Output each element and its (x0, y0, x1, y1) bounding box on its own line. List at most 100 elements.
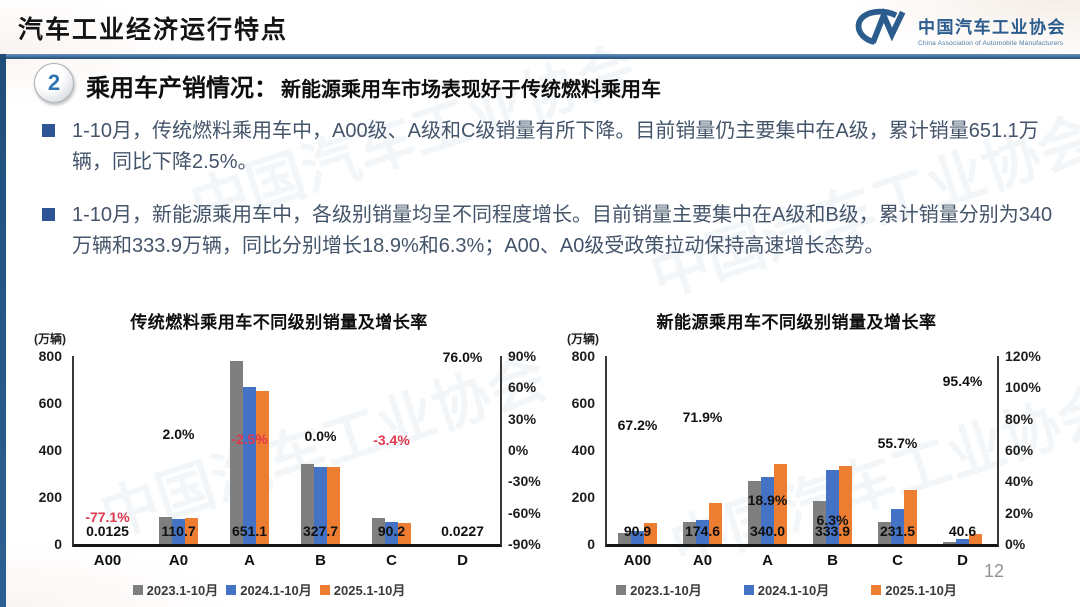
bar-value-label: 231.5 (879, 523, 916, 539)
growth-rate-label: 6.3% (816, 512, 849, 529)
bar (301, 463, 314, 544)
bar (956, 539, 969, 544)
growth-rate-label: 55.7% (877, 434, 918, 451)
bullet-text: 1-10月，新能源乘用车中，各级别销量均呈不同程度增长。目前销量主要集中在A级和… (72, 204, 1053, 257)
category-label: A (244, 552, 255, 569)
chart-new-energy: 新能源乘用车不同级别销量及增长率 (万辆) 800 600 400 200 0 120% 100… (558, 306, 1078, 606)
y-axis-tick: 600 (38, 395, 62, 411)
bar (826, 470, 839, 544)
legend-swatch (226, 584, 237, 595)
bar (185, 517, 198, 544)
legend-label: 2024.1-10月 (240, 583, 312, 598)
bar-value-label: 90.2 (377, 523, 406, 539)
category-label: A0 (168, 552, 189, 569)
bar-value-label: 0.0125 (86, 523, 129, 539)
secondary-axis-tick: 60% (508, 379, 537, 396)
bar (618, 532, 631, 544)
secondary-axis-tick: 90% (508, 348, 537, 364)
unit-label: (万辆) (34, 332, 66, 346)
y-axis-tick: 200 (571, 489, 595, 505)
bar (774, 464, 787, 544)
legend-item: 2025.1-10月 (319, 580, 406, 599)
secondary-axis-tick: 120% (1005, 348, 1041, 364)
secondary-axis-tick: 20% (1005, 504, 1034, 521)
secondary-axis-tick: 30% (508, 410, 537, 427)
bullet-square-icon (42, 208, 55, 221)
growth-rate-label: 76.0% (442, 348, 483, 365)
legend-swatch (743, 584, 754, 595)
bar (172, 518, 185, 544)
secondary-axis-tick: 80% (1005, 410, 1034, 427)
bar (761, 476, 774, 544)
legend-item: 2025.1-10月 (871, 580, 957, 599)
plot-area (605, 356, 999, 547)
growth-rate-label: -2.5% (231, 430, 268, 447)
left-accent-bar (0, 54, 6, 607)
secondary-axis-tick: -60% (508, 504, 541, 521)
section-heading: 乘用车产销情况： (86, 75, 278, 102)
caam-logo-icon (853, 6, 911, 53)
unit-label: (万辆) (567, 332, 599, 346)
growth-rate-label: 71.9% (682, 409, 723, 426)
growth-rate-label: 67.2% (617, 416, 658, 433)
org-name-cn: 中国汽车工业协会 (918, 17, 1066, 37)
secondary-axis-tick: -90% (508, 536, 541, 552)
chart-traditional-fuel: 传统燃料乘用车不同级别销量及增长率 (万辆) 800 600 400 200 0 90% 60%… (20, 306, 541, 606)
category-label: C (386, 552, 397, 569)
growth-rate-label: 2.0% (162, 425, 195, 442)
legend-item: 2024.1-10月 (743, 580, 829, 599)
growth-rate-label: -3.4% (373, 431, 410, 448)
bar (327, 466, 340, 544)
legend-swatch (871, 584, 882, 595)
header-divider (0, 54, 1080, 59)
section-subheading: 新能源乘用车市场表现好于传统燃料乘用车 (281, 79, 661, 101)
bar (813, 500, 826, 544)
chart-title: 新能源乘用车不同级别销量及增长率 (656, 313, 937, 332)
y-axis-tick: 600 (571, 395, 595, 411)
legend-label: 2025.1-10月 (885, 583, 957, 598)
legend-label: 2023.1-10月 (630, 583, 702, 598)
bar-value-label: 110.7 (161, 523, 196, 539)
section-heading-row: 乘用车产销情况： 新能源乘用车市场表现好于传统燃料乘用车 (86, 68, 661, 103)
bar (696, 520, 709, 544)
bar (878, 521, 891, 544)
bar-value-label: 327.7 (302, 523, 339, 539)
bar (839, 465, 852, 544)
bar-value-label: 90.9 (623, 523, 652, 539)
bar (398, 522, 411, 544)
category-label: A00 (623, 552, 652, 569)
bar (372, 518, 385, 544)
legend-swatch (616, 584, 627, 595)
chart-legend: 2023.1-10月 2024.1-10月 2025.1-10月 (20, 580, 518, 599)
category-label: D (457, 552, 468, 569)
category-label: A00 (93, 552, 122, 569)
growth-rate-label: 0.0% (304, 428, 337, 444)
y-axis-tick: 0 (587, 536, 595, 552)
category-label: A0 (692, 552, 713, 569)
chart-legend: 2023.1-10月 2024.1-10月 2025.1-10月 (558, 580, 1015, 599)
legend-label: 2023.1-10月 (146, 583, 219, 598)
bar (748, 480, 761, 544)
category-label: B (827, 552, 838, 569)
legend-label: 2025.1-10月 (333, 583, 406, 598)
bullet-text: 1-10月，传统燃料乘用车中，A00级、A级和C级销量有所下降。目前销量仍主要集… (72, 120, 1039, 173)
bar-value-label: 333.9 (814, 523, 851, 539)
legend-swatch (132, 584, 143, 595)
growth-rate-label: 95.4% (942, 372, 983, 389)
bar-value-label: 651.1 (231, 523, 268, 539)
category-label: C (892, 552, 903, 569)
category-label: D (957, 552, 968, 569)
legend-item: 2023.1-10月 (132, 580, 219, 599)
bar (644, 522, 657, 544)
legend-item: 2024.1-10月 (226, 580, 312, 599)
growth-rate-label: -77.1% (85, 508, 130, 525)
bar (631, 531, 644, 544)
legend-swatch (319, 584, 330, 595)
y-axis-tick: 200 (38, 489, 62, 505)
bar (683, 521, 696, 544)
secondary-axis-tick: 60% (1005, 442, 1034, 458)
growth-rate-label: 18.9% (747, 492, 788, 509)
bar (943, 542, 956, 544)
category-label: B (315, 552, 326, 569)
